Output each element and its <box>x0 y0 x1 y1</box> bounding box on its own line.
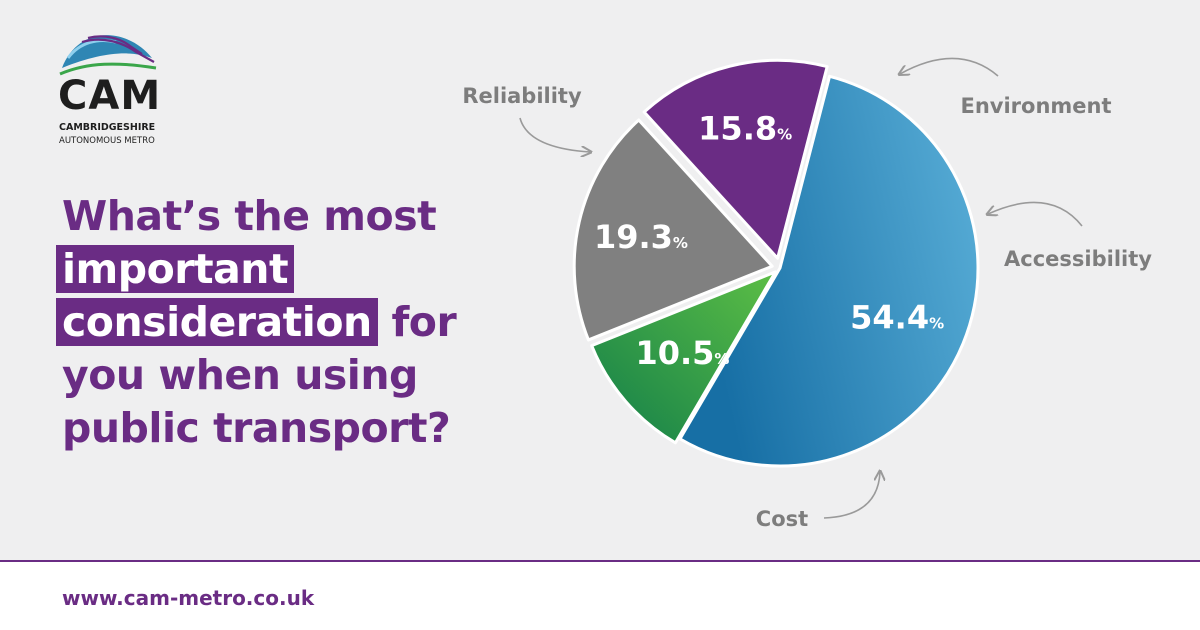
headline-line-4: you when using <box>62 351 418 399</box>
headline-highlight-consideration: consideration <box>56 298 378 346</box>
pie-slice-accessibility <box>572 118 774 342</box>
pie-slice-reliability <box>678 74 980 468</box>
callout-arrow-cost <box>823 472 880 519</box>
footer-bar: www.cam-metro.co.uk <box>0 560 1200 630</box>
headline-line-1: What’s the most <box>62 192 437 240</box>
cam-logo: CAM CAMBRIDGESHIRE AUTONOMOUS METRO <box>58 28 168 145</box>
metro-logo-icon <box>59 35 157 76</box>
category-label-accessibility: Accessibility <box>1004 247 1152 271</box>
pie-slice-cost <box>642 58 829 260</box>
data-label-environment: 10.5% <box>635 334 729 372</box>
logo-subtitle-2: AUTONOMOUS METRO <box>59 136 155 146</box>
pie-chart: 10.5% 19.3% 15.8% 54.4% Reliability Environm… <box>462 57 1152 531</box>
data-label-accessibility: 19.3% <box>594 218 688 256</box>
callout-arrow-reliability <box>519 117 590 152</box>
headline-line-3-rest: for <box>377 298 457 346</box>
data-label-cost: 15.8% <box>698 110 792 148</box>
category-label-reliability: Reliability <box>462 84 582 108</box>
category-label-environment: Environment <box>960 94 1111 118</box>
pie-slice-environment <box>590 270 777 445</box>
callout-arrow-environment <box>900 57 999 77</box>
callout-arrow-accessibility <box>988 201 1083 227</box>
headline-question: What’s the most important consideration … <box>56 190 502 455</box>
data-label-reliability: 54.4% <box>850 298 944 336</box>
logo-subtitle-1: CAMBRIDGESHIRE <box>59 122 156 133</box>
website-link[interactable]: www.cam-metro.co.uk <box>62 586 315 610</box>
headline-highlight-important: important <box>56 245 295 293</box>
category-label-cost: Cost <box>756 507 808 531</box>
logo-wordmark: CAM <box>58 73 162 119</box>
headline-line-5: public transport? <box>62 404 451 452</box>
